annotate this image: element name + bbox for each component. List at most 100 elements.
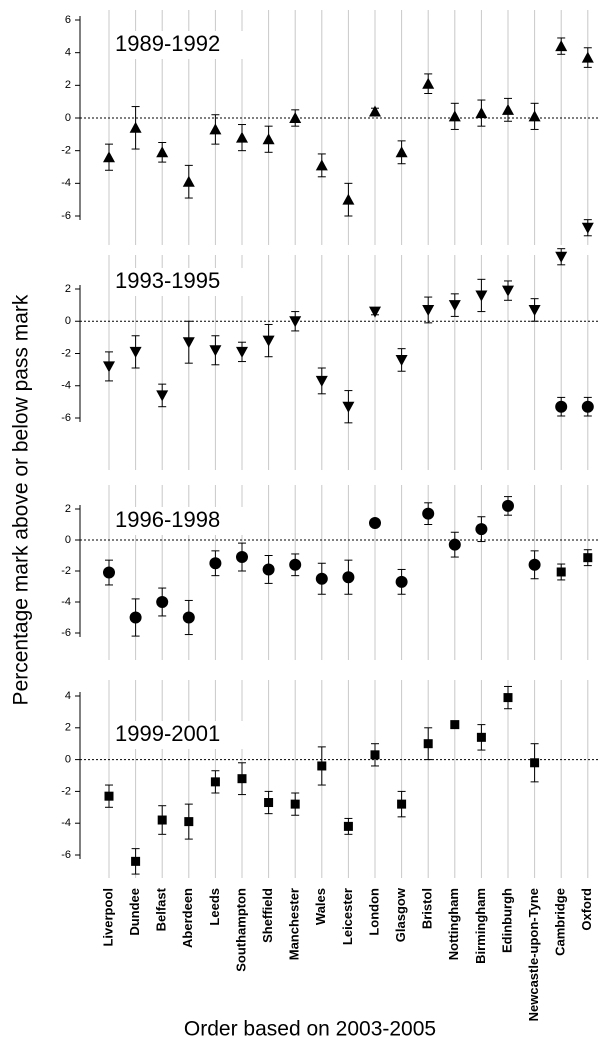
- marker: [237, 774, 247, 784]
- marker: [423, 739, 433, 749]
- x-tick-label: Oxford: [579, 888, 594, 931]
- marker: [156, 390, 169, 402]
- x-tick-label: Sheffield: [260, 888, 275, 943]
- y-tick-label: -2: [61, 785, 71, 797]
- x-tick-label: Dundee: [127, 888, 142, 936]
- y-axis-label: Percentage mark above or below pass mark: [10, 294, 33, 705]
- marker: [209, 345, 222, 357]
- y-tick-label: -2: [61, 145, 71, 157]
- marker: [103, 566, 115, 579]
- marker: [209, 123, 222, 135]
- marker: [236, 131, 248, 143]
- marker: [528, 304, 541, 316]
- marker: [369, 105, 381, 117]
- marker: [236, 346, 248, 358]
- x-tick-label: Manchester: [287, 888, 302, 960]
- marker: [475, 290, 488, 302]
- y-tick-label: -4: [61, 380, 71, 392]
- marker: [182, 175, 195, 187]
- marker: [342, 193, 355, 205]
- marker: [422, 507, 435, 520]
- marker: [209, 557, 222, 570]
- y-tick-label: -2: [61, 347, 71, 359]
- y-tick-label: -4: [61, 817, 71, 829]
- marker: [448, 110, 461, 122]
- y-tick-label: -4: [61, 596, 71, 608]
- marker: [289, 316, 302, 328]
- marker: [103, 151, 115, 163]
- x-tick-label: Cambridge: [553, 888, 568, 956]
- marker: [475, 523, 488, 536]
- marker: [104, 791, 114, 801]
- marker: [289, 112, 302, 123]
- marker: [556, 567, 566, 577]
- marker: [502, 285, 514, 297]
- marker: [555, 400, 568, 413]
- x-axis-label: Order based on 2003-2005: [184, 1018, 436, 1041]
- marker: [476, 732, 486, 742]
- y-tick-label: 6: [65, 14, 71, 26]
- marker: [422, 304, 435, 316]
- marker: [157, 815, 167, 825]
- marker: [343, 821, 353, 831]
- x-tick-label: Bristol: [420, 888, 435, 929]
- x-tick-label: Belfast: [154, 887, 169, 931]
- x-tick-label: Newcastle-upon-Tyne: [526, 888, 541, 1021]
- x-tick-label: Glasgow: [393, 887, 408, 942]
- marker: [369, 306, 381, 318]
- panel-title-bg: [111, 721, 251, 749]
- marker: [502, 103, 514, 115]
- marker: [581, 222, 594, 234]
- marker: [583, 553, 593, 563]
- panel-title: 1999-2001: [115, 721, 220, 746]
- marker: [264, 798, 274, 808]
- marker: [315, 572, 328, 585]
- marker: [475, 107, 488, 119]
- marker: [450, 720, 460, 730]
- marker: [342, 401, 355, 413]
- panel-title-bg: [111, 507, 251, 535]
- marker: [156, 596, 169, 608]
- y-tick-label: 2: [65, 503, 71, 515]
- y-tick-label: 2: [65, 79, 71, 91]
- y-tick-label: -6: [61, 210, 71, 222]
- marker: [448, 300, 461, 312]
- y-tick-label: 4: [65, 690, 71, 702]
- y-tick-label: 2: [65, 283, 71, 295]
- y-tick-label: 0: [65, 754, 71, 766]
- x-tick-label: Birmingham: [473, 888, 488, 964]
- marker: [129, 611, 142, 624]
- panel-title-bg: [111, 268, 251, 296]
- marker: [395, 354, 408, 366]
- panel-title: 1993-1995: [115, 268, 220, 293]
- marker: [315, 375, 328, 387]
- marker: [555, 40, 568, 52]
- x-tick-label: Leeds: [207, 888, 222, 926]
- panel-title-bg: [111, 31, 251, 59]
- marker: [156, 146, 169, 158]
- marker: [315, 159, 328, 171]
- marker: [555, 251, 568, 263]
- marker: [262, 563, 275, 576]
- y-tick-label: -2: [61, 565, 71, 577]
- y-tick-label: 0: [65, 112, 71, 124]
- marker: [422, 77, 435, 89]
- panel-title: 1996-1998: [115, 507, 220, 532]
- x-tick-label: Nottingham: [446, 888, 461, 960]
- marker: [448, 538, 461, 551]
- panel-title: 1989-1992: [115, 31, 220, 56]
- marker: [129, 346, 142, 358]
- marker: [210, 777, 220, 787]
- x-tick-label: Wales: [313, 888, 328, 925]
- marker: [262, 335, 275, 347]
- y-tick-label: 0: [65, 315, 71, 327]
- marker: [395, 575, 408, 588]
- marker: [184, 817, 194, 827]
- marker: [129, 121, 142, 133]
- y-tick-label: 0: [65, 534, 71, 546]
- marker: [131, 856, 141, 866]
- y-tick-label: 4: [65, 47, 71, 59]
- marker: [395, 146, 408, 158]
- marker: [530, 758, 540, 768]
